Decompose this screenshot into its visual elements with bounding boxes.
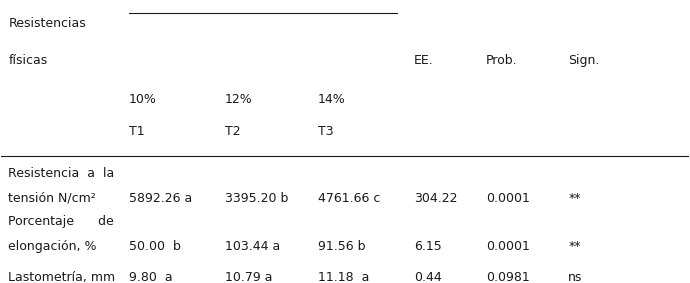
Text: 10%: 10% (128, 93, 157, 106)
Text: 0.0981: 0.0981 (486, 271, 530, 283)
Text: 304.22: 304.22 (414, 192, 457, 205)
Text: Prob.: Prob. (486, 53, 518, 67)
Text: T3: T3 (317, 125, 333, 138)
Text: Resistencias: Resistencias (8, 17, 86, 30)
Text: ns: ns (569, 271, 583, 283)
Text: **: ** (569, 192, 581, 205)
Text: 0.0001: 0.0001 (486, 192, 530, 205)
Text: T1: T1 (128, 125, 144, 138)
Text: 12%: 12% (225, 93, 253, 106)
Text: Resistencia  a  la: Resistencia a la (8, 167, 115, 180)
Text: Lastometría, mm: Lastometría, mm (8, 271, 115, 283)
Text: 14%: 14% (317, 93, 345, 106)
Text: Sign.: Sign. (569, 53, 600, 67)
Text: tensión N/cm²: tensión N/cm² (8, 192, 96, 205)
Text: 9.80  a: 9.80 a (128, 271, 172, 283)
Text: **: ** (569, 240, 581, 253)
Text: 50.00  b: 50.00 b (128, 240, 180, 253)
Text: 11.18  a: 11.18 a (317, 271, 369, 283)
Text: 0.0001: 0.0001 (486, 240, 530, 253)
Text: 103.44 a: 103.44 a (225, 240, 280, 253)
Text: físicas: físicas (8, 53, 48, 67)
Text: 91.56 b: 91.56 b (317, 240, 365, 253)
Text: T2: T2 (225, 125, 240, 138)
Text: EE.: EE. (414, 53, 433, 67)
Text: 5892.26 a: 5892.26 a (128, 192, 192, 205)
Text: Porcentaje      de: Porcentaje de (8, 215, 114, 228)
Text: elongación, %: elongación, % (8, 240, 97, 253)
Text: 6.15: 6.15 (414, 240, 442, 253)
Text: 10.79 a: 10.79 a (225, 271, 273, 283)
Text: 3395.20 b: 3395.20 b (225, 192, 288, 205)
Text: 0.44: 0.44 (414, 271, 442, 283)
Text: 4761.66 c: 4761.66 c (317, 192, 380, 205)
